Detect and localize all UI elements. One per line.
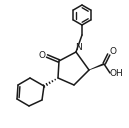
Text: N: N	[76, 44, 82, 52]
Text: OH: OH	[109, 70, 123, 78]
Polygon shape	[89, 63, 104, 70]
Text: O: O	[110, 47, 116, 56]
Text: O: O	[38, 51, 46, 60]
